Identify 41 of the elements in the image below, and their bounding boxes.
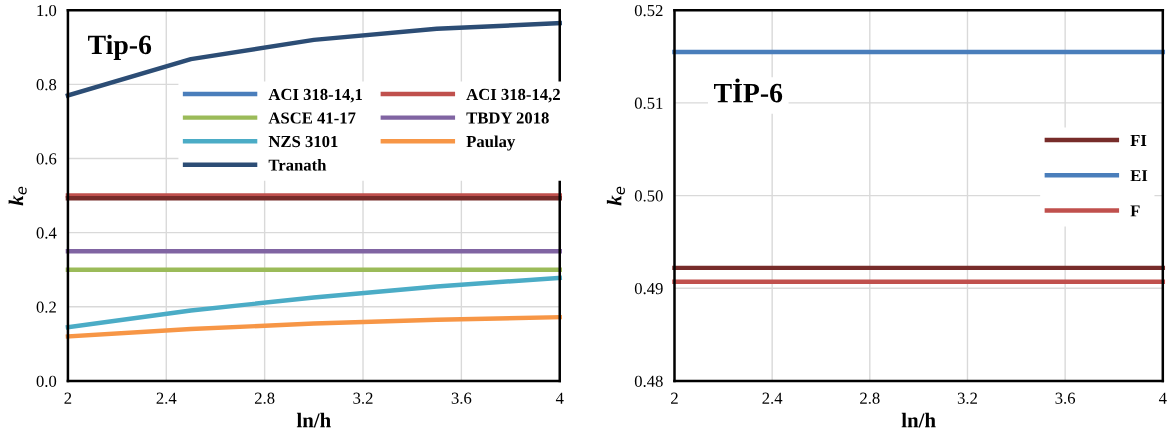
legend-label: Tranath [268, 158, 327, 171]
x-tick-label: 2 [64, 392, 72, 404]
x-tick-label: 2.4 [762, 392, 783, 404]
y-tick-label: 0.8 [36, 79, 57, 91]
legend-label: ACI 318-14,1 [268, 88, 362, 103]
x-tick-label: 2.8 [254, 392, 275, 404]
x-tick-label: 4 [1158, 392, 1167, 404]
legend-label: F [1130, 205, 1140, 217]
x-tick-label: 3.6 [1055, 392, 1076, 404]
y-tick-label: 0.0 [36, 375, 57, 387]
x-tick-label: 3.2 [353, 392, 373, 404]
x-tick-label: 3.2 [957, 392, 977, 404]
legend-label: ASCE 41-17 [268, 112, 356, 124]
legend-label: ACI 318-14,2 [466, 88, 560, 103]
x-axis-title: ln/h [296, 412, 331, 428]
legend-label: TBDY 2018 [466, 112, 549, 124]
x-tick-label: 2.8 [860, 392, 880, 404]
legend-label: Paulay [466, 135, 516, 151]
y-tick-label: 0.50 [634, 190, 663, 202]
text: Tip-6 [88, 34, 152, 60]
x-tick-label: 2 [671, 392, 678, 404]
y-axis-title: k$_{e}$ [8, 186, 27, 206]
y-tick-label: 0.49 [634, 282, 663, 295]
y-axis-title: k$_{e}$ [606, 186, 625, 206]
x-tick-label: 2.4 [156, 392, 177, 404]
legend-label: FI [1130, 134, 1147, 146]
line-series [65, 314, 562, 339]
y-tick-label: 0.2 [36, 301, 56, 313]
y-tick-label: 0.6 [36, 153, 57, 165]
line-series [65, 275, 562, 330]
text: TİP-6 [713, 78, 783, 103]
x-tick-label: 3.6 [451, 392, 472, 404]
legend-label: EI [1130, 170, 1148, 182]
y-tick-label: 0.48 [634, 375, 663, 387]
y-tick-label: 1.0 [37, 4, 57, 17]
y-tick-label: 0.51 [634, 97, 663, 109]
legend-label: NZS 3101 [268, 135, 338, 148]
x-tick-label: 4 [555, 392, 564, 404]
x-axis-title: ln/h [901, 412, 936, 428]
y-tick-label: 0.4 [36, 227, 57, 239]
y-tick-label: 0.52 [634, 4, 663, 17]
